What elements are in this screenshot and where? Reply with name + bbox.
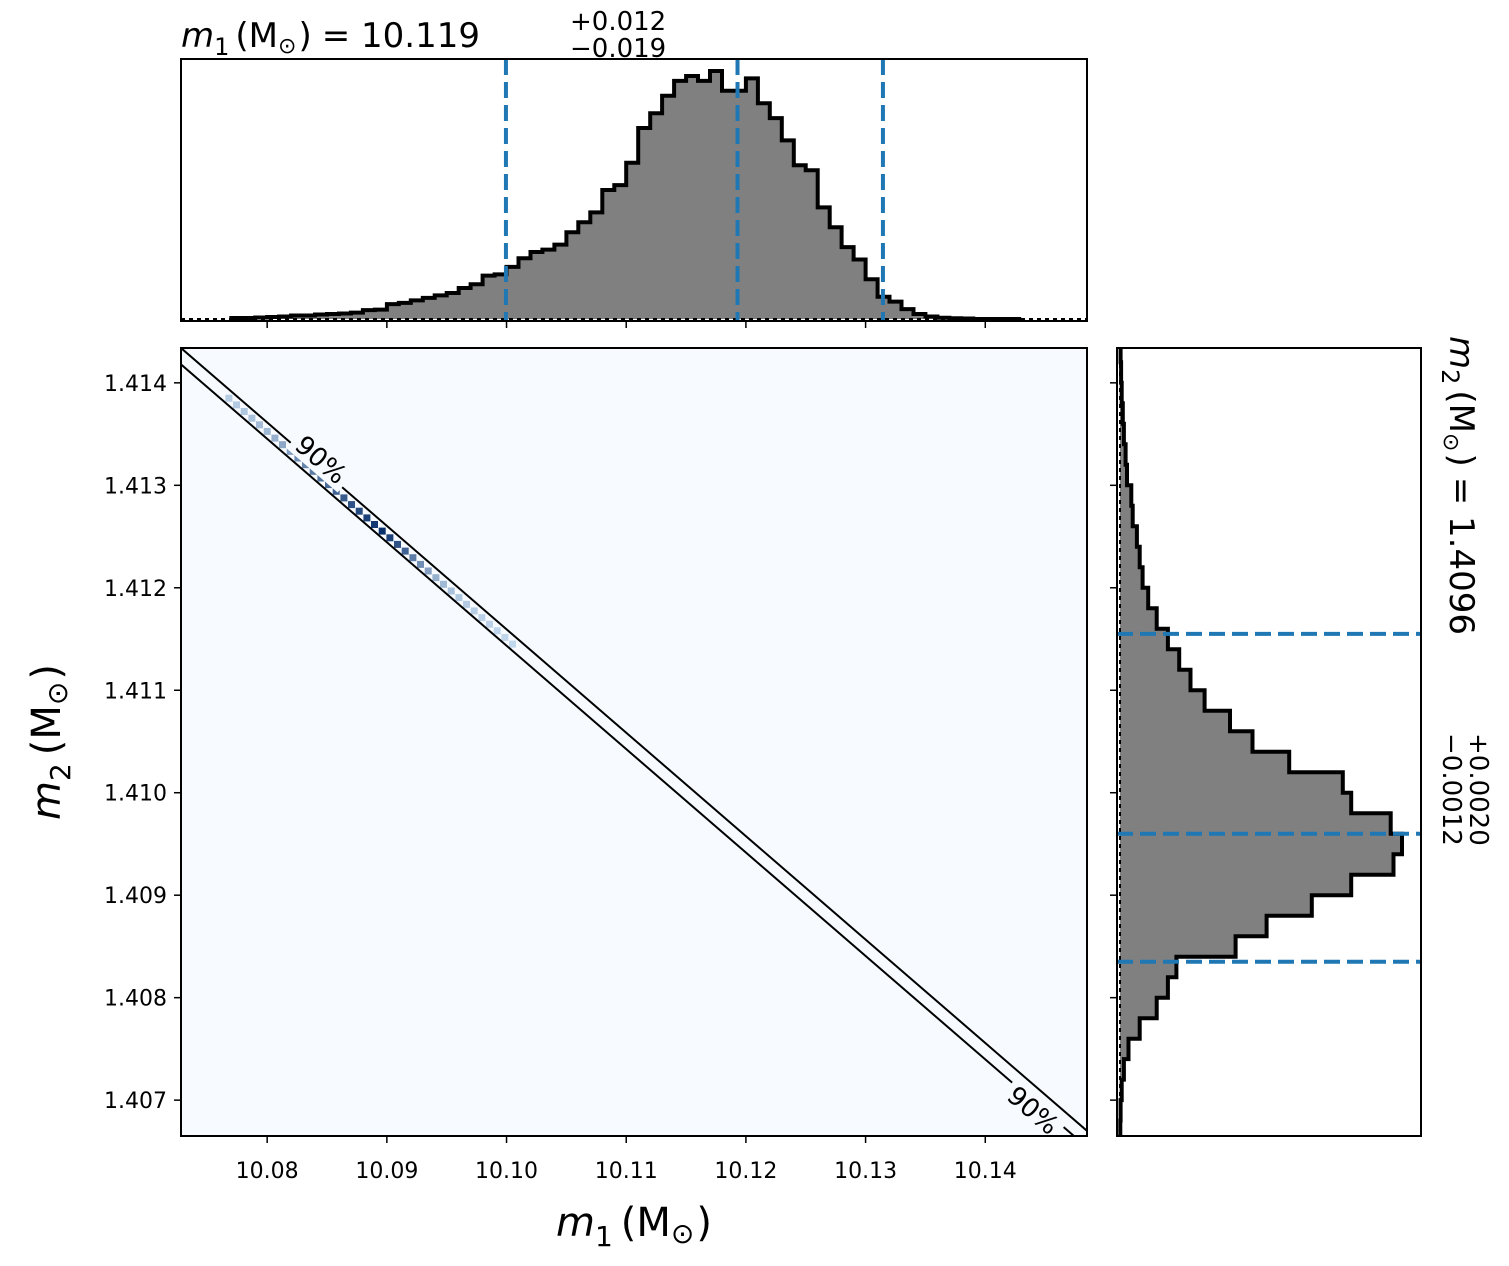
density-cell-27 — [432, 574, 440, 582]
right-histogram — [1118, 348, 1404, 1136]
density-cell-2 — [240, 408, 248, 415]
y-tick-label-1: 1.408 — [104, 987, 167, 1012]
top-marginal-frame — [180, 58, 1088, 322]
top-histogram-fill — [231, 71, 1022, 319]
top-title-plus: +0.012 — [570, 7, 666, 37]
density-cell-35 — [493, 627, 501, 635]
density-cell-26 — [424, 567, 432, 575]
y-tick-label-6: 1.413 — [104, 474, 167, 499]
right-marginal-panel: m2(M⊙)= 1.4096 +0.0020 −0.0012 — [1110, 336, 1493, 1137]
density-cell-4 — [256, 421, 263, 429]
joint-y-ticks: 1.407 1.408 1.409 1.410 1.411 1.412 1.413 1.414 — [104, 372, 181, 1114]
joint-x-ticks: 10.08 10.09 10.10 10.11 10.12 10.13 10.14 — [236, 1136, 1017, 1184]
top-x-ticks — [266, 321, 987, 328]
density-cell-33 — [478, 614, 486, 622]
density-cell-3 — [248, 414, 256, 422]
density-cell-6 — [271, 434, 279, 442]
density-cell-36 — [501, 634, 509, 641]
density-cell-25 — [417, 560, 424, 568]
top-title-minus: −0.019 — [570, 34, 666, 64]
density-cell-22 — [394, 540, 401, 548]
right-title-minus: −0.0012 — [1436, 733, 1466, 846]
right-y-ticks — [1110, 382, 1117, 1101]
right-title-plus: +0.0020 — [1463, 733, 1493, 846]
density-cell-19 — [371, 521, 378, 528]
top-title: m1 (M⊙) = 10.119 — [181, 16, 480, 61]
density-cell-28 — [440, 580, 447, 588]
density-cell-21 — [386, 534, 394, 542]
x-tick-label-1: 10.09 — [355, 1159, 418, 1184]
density-cell-37 — [509, 640, 516, 648]
density-cell-0 — [225, 394, 233, 402]
y-axis-label: m2(M⊙) — [24, 664, 77, 820]
density-cell-20 — [378, 527, 386, 535]
density-cell-18 — [363, 514, 371, 522]
density-cell-15 — [340, 494, 348, 502]
density-cell-24 — [409, 554, 417, 562]
density-cell-32 — [470, 607, 478, 615]
x-tick-label-0: 10.08 — [236, 1159, 299, 1184]
right-histogram-edge — [1118, 348, 1404, 1136]
density-cell-29 — [447, 587, 455, 595]
density-cell-7 — [279, 441, 286, 449]
y-tick-label-2: 1.409 — [104, 884, 167, 909]
density-cell-1 — [233, 401, 240, 409]
contour-label-gap-1 — [998, 1077, 1069, 1136]
x-tick-label-5: 10.13 — [834, 1159, 897, 1184]
density-cell-30 — [455, 594, 463, 602]
density-cell-5 — [263, 427, 271, 435]
density-cell-34 — [486, 620, 493, 628]
right-quantile-lines — [1117, 631, 1421, 964]
joint-frame — [180, 347, 1088, 1137]
joint-panel: 90%90% 10.08 10.09 10.10 10.11 10.12 10.13 10.… — [24, 347, 1088, 1253]
density-cell-16 — [348, 501, 355, 509]
x-tick-label-2: 10.10 — [475, 1159, 538, 1184]
top-histogram — [181, 69, 1087, 321]
x-axis-label: m1 (M⊙) — [556, 1200, 712, 1253]
top-marginal-panel: m1 (M⊙) = 10.119 +0.012 −0.019 — [180, 7, 1088, 328]
contour-line-1 — [181, 363, 1076, 1136]
right-histogram-fill — [1120, 348, 1402, 1136]
y-tick-label-3: 1.410 — [104, 782, 167, 807]
density-cell-23 — [401, 547, 409, 555]
y-tick-label-7: 1.414 — [104, 372, 167, 397]
y-tick-label-5: 1.412 — [104, 577, 167, 602]
density-cell-17 — [355, 507, 363, 515]
y-tick-label-4: 1.411 — [104, 679, 167, 704]
top-histogram-edge — [229, 69, 1022, 321]
x-tick-label-3: 10.11 — [595, 1159, 658, 1184]
y-tick-label-0: 1.407 — [104, 1089, 167, 1114]
top-quantile-lines — [503, 59, 885, 321]
x-tick-label-4: 10.12 — [714, 1159, 777, 1184]
density-cell-31 — [463, 600, 470, 608]
contour-label-gap-0 — [286, 426, 356, 493]
right-marginal-frame — [1116, 347, 1422, 1137]
x-tick-label-6: 10.14 — [954, 1159, 1017, 1184]
right-title: m2(M⊙)= 1.4096 — [1436, 336, 1481, 635]
